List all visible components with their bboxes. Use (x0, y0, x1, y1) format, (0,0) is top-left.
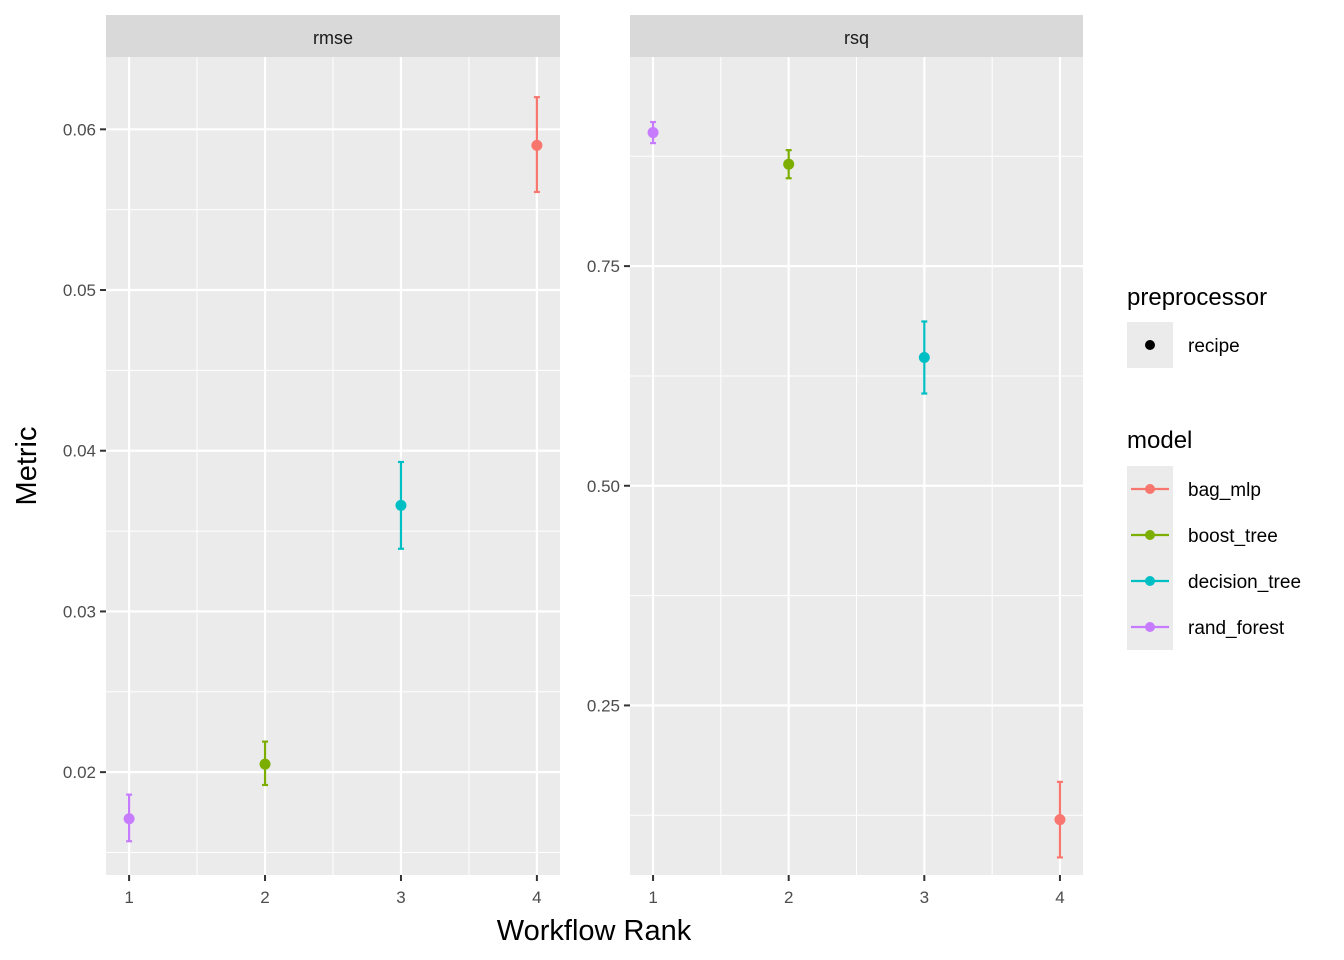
legend-title-model: model (1127, 427, 1192, 454)
x-axis-title: Workflow Rank (497, 915, 692, 947)
legend-key-decision_tree (1145, 576, 1155, 586)
panel-rsq: rsq 0.25 0.50 0.75 1 2 3 4 (587, 15, 1083, 907)
legend-label-decision_tree: decision_tree (1188, 572, 1301, 593)
legend-label-boost_tree: boost_tree (1188, 526, 1278, 547)
point-rsq-boost_tree (783, 149, 795, 180)
legend-key-bag_mlp (1145, 484, 1155, 494)
point-rmse-boost_tree (259, 740, 271, 787)
x-tick-label: 1 (648, 888, 657, 907)
legend-preprocessor-items: recipe (1127, 322, 1240, 368)
data-point-bag_mlp (531, 139, 543, 151)
legend-key-recipe (1145, 340, 1155, 350)
data-point-decision_tree (918, 351, 930, 363)
strip-label-rsq: rsq (844, 28, 869, 48)
data-point-rand_forest (123, 813, 135, 825)
y-tick-label: 0.06 (63, 120, 96, 139)
point-rmse-bag_mlp (531, 96, 543, 194)
x-tick-label: 2 (260, 888, 269, 907)
legend: preprocessor recipe model bag_mlp boost_t… (1127, 284, 1301, 650)
y-axis-title: Metric (11, 427, 43, 506)
y-tick-label: 0.25 (587, 696, 620, 715)
y-tick-label: 0.50 (587, 477, 620, 496)
y-tick-label: 0.03 (63, 602, 96, 621)
y-tick-label: 0.05 (63, 281, 96, 300)
data-point-decision_tree (395, 499, 407, 511)
y-tick-label: 0.02 (63, 763, 96, 782)
point-rsq-bag_mlp (1054, 780, 1066, 859)
x-tick-label: 4 (532, 888, 541, 907)
legend-key-boost_tree (1145, 530, 1155, 540)
y-tick-label: 0.04 (63, 442, 96, 461)
strip-rmse (106, 15, 560, 57)
x-tick-label: 3 (396, 888, 405, 907)
point-rmse-decision_tree (395, 460, 407, 550)
x-tick-label: 3 (920, 888, 929, 907)
y-tick-label: 0.75 (587, 257, 620, 276)
x-tick-label: 1 (124, 888, 133, 907)
data-point-rand_forest (647, 127, 659, 139)
data-point-bag_mlp (1054, 814, 1066, 826)
x-tick-label: 4 (1055, 888, 1064, 907)
facet-panels: rmse 0.02 0.03 0.04 0.05 0.06 1 2 3 4 rsq 0.25 0.50 0… (63, 15, 1083, 907)
data-point-boost_tree (783, 158, 795, 170)
legend-label-rand_forest: rand_forest (1188, 618, 1285, 639)
point-rsq-decision_tree (918, 320, 930, 395)
strip-label-rmse: rmse (313, 28, 353, 48)
legend-key-rand_forest (1145, 622, 1155, 632)
point-rsq-rand_forest (647, 120, 659, 145)
panel-rmse: rmse 0.02 0.03 0.04 0.05 0.06 1 2 3 4 (63, 15, 560, 907)
legend-model-items: bag_mlp boost_tree decision_tree rand_fores… (1127, 466, 1301, 650)
legend-label-recipe: recipe (1188, 336, 1240, 357)
legend-title-preprocessor: preprocessor (1127, 284, 1267, 311)
data-point-boost_tree (259, 758, 271, 770)
point-rmse-rand_forest (123, 793, 135, 843)
strip-rsq (630, 15, 1083, 57)
x-tick-label: 2 (784, 888, 793, 907)
legend-label-bag_mlp: bag_mlp (1188, 480, 1261, 501)
